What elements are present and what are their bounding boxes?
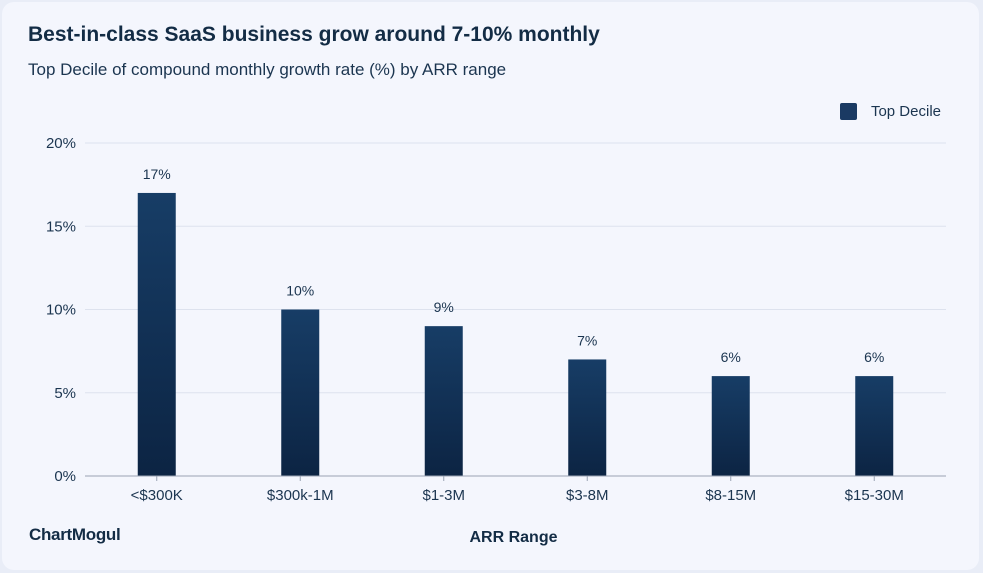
- x-tick-label: $3-8M: [566, 487, 609, 504]
- bar-value-label: 7%: [577, 332, 597, 348]
- y-tick-label: 0%: [54, 468, 76, 485]
- bar-value-label: 10%: [286, 283, 314, 299]
- y-axis-ticks: 0% 5% 10% 15% 20%: [46, 135, 76, 485]
- bar-value-label: 6%: [721, 349, 741, 365]
- bar: [711, 376, 750, 476]
- bars: [137, 192, 894, 476]
- legend-label: Top Decile: [870, 103, 941, 120]
- bar-value-label: 9%: [434, 299, 454, 315]
- chart-title: Best-in-class SaaS business grow around …: [28, 23, 600, 46]
- x-tick-label: $1-3M: [422, 487, 465, 504]
- bar: [281, 309, 320, 476]
- bar-labels: 17% 10% 9% 7% 6% 6%: [143, 166, 885, 365]
- y-tick-label: 15%: [46, 218, 76, 235]
- bar-value-label: 6%: [864, 349, 884, 365]
- x-tick-label: <$300K: [131, 487, 183, 504]
- x-tick-label: $300k-1M: [267, 487, 334, 504]
- x-axis-ticks: <$300K $300k-1M $1-3M $3-8M $8-15M $15-30M: [131, 476, 904, 504]
- legend: Top Decile: [839, 103, 941, 120]
- bar: [568, 359, 607, 476]
- chart-subtitle: Top Decile of compound monthly growth ra…: [28, 60, 507, 79]
- x-tick-label: $8-15M: [705, 487, 756, 504]
- x-axis-title: ARR Range: [469, 529, 557, 546]
- bar: [424, 326, 463, 476]
- y-tick-label: 5%: [54, 385, 76, 402]
- bar: [137, 192, 176, 476]
- gridlines: [85, 142, 946, 394]
- legend-swatch: [839, 103, 857, 120]
- bar-value-label: 17%: [143, 166, 171, 182]
- bar: [855, 376, 894, 476]
- y-tick-label: 10%: [46, 302, 76, 319]
- y-tick-label: 20%: [46, 135, 76, 152]
- x-tick-label: $15-30M: [845, 487, 904, 504]
- brand-logo: ChartMogul: [29, 525, 121, 544]
